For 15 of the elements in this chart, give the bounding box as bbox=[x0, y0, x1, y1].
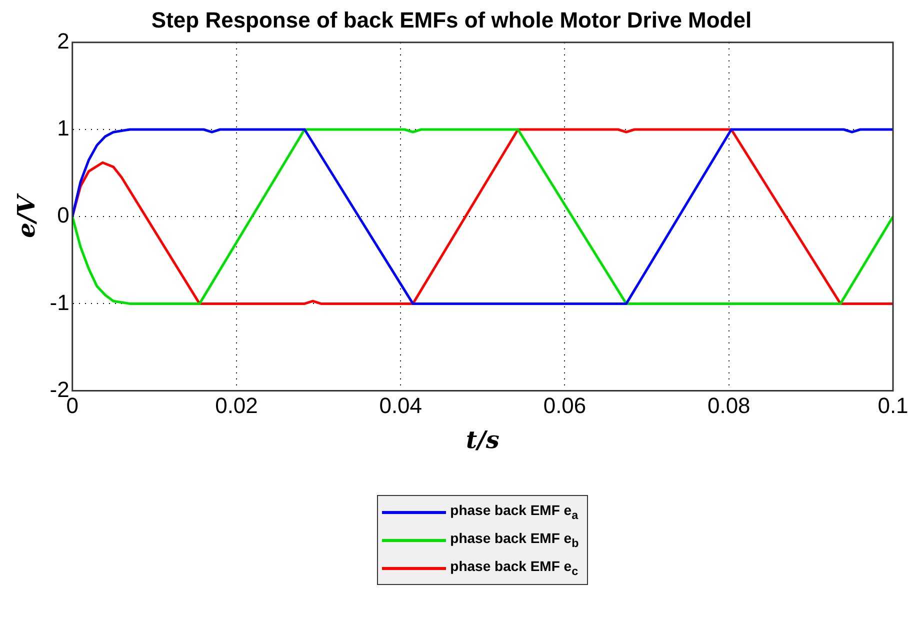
x-tick-label: 0.04 bbox=[379, 393, 422, 418]
legend-label: phase back EMF e$_{c}$ bbox=[450, 558, 578, 578]
y-tick-label: -1 bbox=[50, 290, 70, 315]
chart-title: Step Response of back EMFs of whole Motor Drive Model bbox=[151, 7, 752, 32]
y-axis-title: e/V bbox=[12, 192, 41, 238]
y-tick-label: 2 bbox=[57, 28, 70, 54]
y-tick-label: 0 bbox=[57, 202, 70, 228]
legend-label: phase back EMF e$_{b}$ bbox=[450, 530, 579, 550]
legend-label: phase back EMF e$_{a}$ bbox=[450, 502, 578, 522]
x-axis-title: t/s bbox=[466, 424, 500, 454]
x-tick-label: 0.08 bbox=[707, 393, 750, 418]
x-tick-label: 0.06 bbox=[543, 393, 586, 418]
x-tick-label: 0.02 bbox=[215, 393, 258, 418]
x-tick-label: 0.1 bbox=[878, 393, 908, 418]
y-tick-label: 1 bbox=[57, 116, 70, 141]
